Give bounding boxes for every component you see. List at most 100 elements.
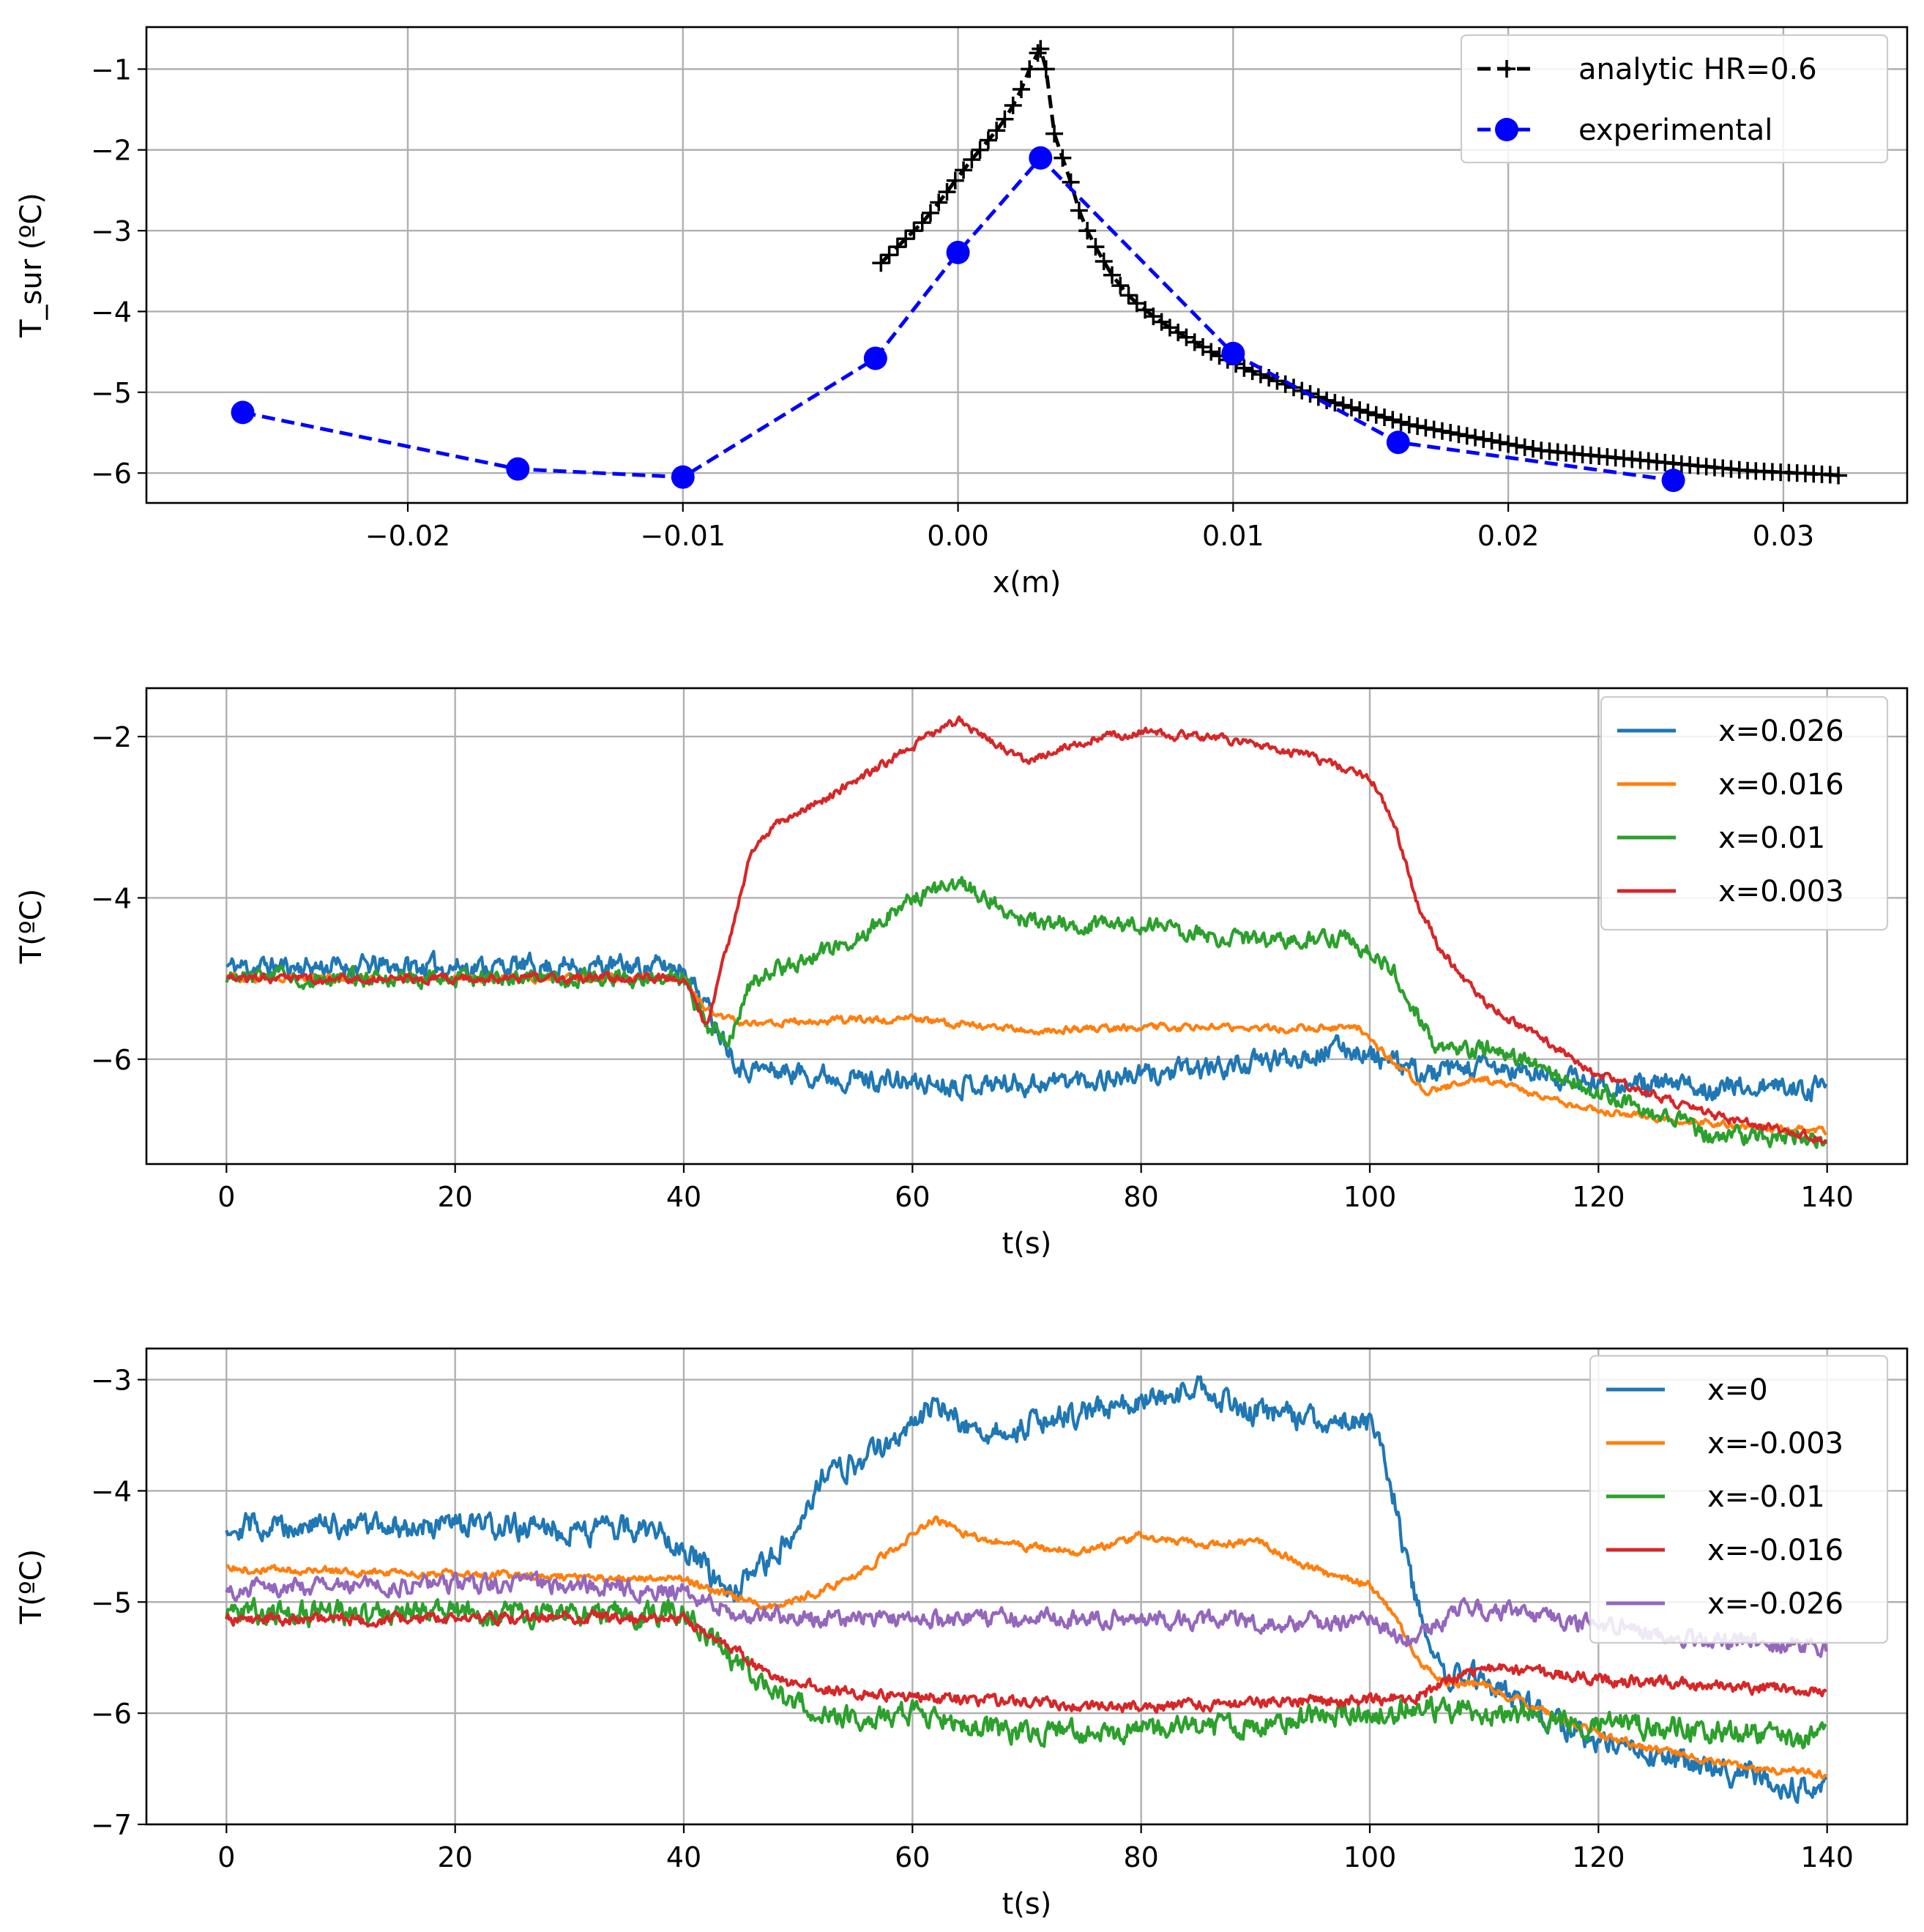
- plus-marker: [1400, 415, 1418, 433]
- plus-marker: [905, 222, 923, 240]
- plus-marker: [988, 122, 1006, 140]
- plus-marker: [1491, 433, 1509, 452]
- circle-marker: [506, 457, 530, 481]
- plus-marker: [1194, 338, 1212, 357]
- plus-marker: [1177, 328, 1196, 346]
- circle-marker: [946, 240, 970, 264]
- series-line-x-0-01: [225, 1597, 1827, 1750]
- plus-marker: [1054, 149, 1072, 167]
- circle-marker: [1386, 430, 1410, 455]
- circle-marker: [1029, 146, 1053, 170]
- x-tick-label: 140: [1800, 1181, 1854, 1213]
- legend-label: x=0.026: [1718, 715, 1844, 748]
- legend-label: x=0.016: [1718, 768, 1844, 802]
- x-axis-label: x(m): [993, 566, 1062, 600]
- x-tick-label: 100: [1343, 1181, 1397, 1213]
- plus-marker: [1111, 277, 1130, 295]
- plus-marker: [1342, 398, 1360, 417]
- plus-marker: [1442, 423, 1460, 441]
- plus-marker: [1004, 97, 1022, 115]
- plus-marker: [1095, 253, 1113, 271]
- y-tick-label: −6: [91, 1044, 132, 1076]
- plus-marker: [1384, 411, 1402, 429]
- legend-label: analytic HR=0.6: [1578, 53, 1817, 86]
- plus-marker: [1359, 403, 1377, 422]
- plus-marker: [1078, 222, 1097, 240]
- plus-marker: [979, 131, 997, 149]
- legend-box: [1460, 34, 1889, 164]
- y-tick-label: −4: [91, 296, 132, 328]
- x-tick-label: 40: [666, 1841, 701, 1873]
- series-line-x-0-026: [225, 950, 1828, 1103]
- legend-label: x=-0.003: [1707, 1427, 1843, 1461]
- x-tick-label: 100: [1343, 1841, 1397, 1873]
- plus-marker: [963, 150, 981, 168]
- y-tick-label: −2: [91, 721, 132, 753]
- chart-panel-2: 0 20 40 60 80 100 120 140 −6 −4 −2 t(s) T(ºC) x=0.026…: [15, 687, 1909, 1261]
- x-axis-label: t(s): [1002, 1887, 1052, 1921]
- plus-marker: [1425, 420, 1443, 439]
- x-tick-label: 0.01: [1202, 520, 1264, 552]
- y-tick-label: −3: [91, 215, 132, 247]
- plus-marker: [971, 141, 989, 159]
- legend-label: x=-0.01: [1707, 1480, 1825, 1514]
- chart-panel-3: 0 20 40 60 80 100 120 140 −7 −6 −5 −4 −3 t(s) T(ºC) x=0…: [15, 1347, 1909, 1921]
- legend-label: x=-0.016: [1707, 1534, 1843, 1567]
- plus-marker: [1185, 333, 1204, 351]
- plus-marker: [872, 254, 890, 272]
- plus-marker: [1417, 419, 1435, 437]
- legend-plus-marker: [1498, 60, 1515, 78]
- y-axis-label: T_sur (ºC): [15, 193, 48, 338]
- plus-marker: [888, 238, 906, 256]
- plus-marker: [1202, 343, 1220, 361]
- x-tick-label: 0.00: [927, 520, 989, 552]
- plot-frame: [145, 1347, 1909, 1826]
- plus-marker: [1409, 417, 1427, 436]
- series-group: [225, 715, 1828, 1149]
- plus-marker: [1507, 436, 1526, 455]
- x-tick-label: 20: [437, 1841, 472, 1873]
- legend-box: [1589, 1354, 1889, 1644]
- series-line-x-0-003: [225, 715, 1828, 1144]
- plus-marker: [1458, 427, 1476, 445]
- circle-marker: [863, 346, 887, 370]
- y-axis-label: T(ºC): [15, 1549, 48, 1625]
- x-tick-label: 80: [1123, 1181, 1158, 1213]
- series-group: [231, 40, 1848, 493]
- y-tick-label: −7: [91, 1809, 132, 1841]
- plus-marker: [1021, 60, 1039, 78]
- series-line-x-0-026: [225, 1570, 1828, 1658]
- legend-label: experimental: [1578, 113, 1772, 147]
- plus-marker: [946, 171, 964, 190]
- plus-marker: [1450, 425, 1468, 444]
- legend-box: [1600, 695, 1889, 931]
- x-tick-label: 120: [1572, 1181, 1625, 1213]
- legend: analytic HR=0.6 experimental: [1460, 34, 1889, 164]
- x-tick-label: 80: [1123, 1841, 1158, 1873]
- plus-marker: [1474, 430, 1493, 448]
- plus-marker: [1433, 422, 1451, 440]
- legend-label: x=0: [1707, 1373, 1768, 1407]
- chart-panel-1: −0.02 −0.01 0.00 0.01 0.02 0.03 −6 −5 −4 −3 −2 −1 x(…: [15, 26, 1909, 600]
- x-tick-label: 120: [1572, 1841, 1625, 1873]
- x-tick-label: 20: [437, 1181, 472, 1213]
- x-tick-label: −0.01: [641, 520, 726, 552]
- plus-marker: [897, 230, 915, 248]
- series-line-experimental: [242, 155, 1674, 482]
- circle-marker: [671, 465, 695, 489]
- x-tick-label: 0: [217, 1181, 235, 1213]
- series-line-x-0-016: [225, 971, 1828, 1136]
- x-tick-label: 40: [666, 1181, 701, 1213]
- x-tick-label: 140: [1800, 1841, 1854, 1873]
- x-tick-label: 0: [217, 1841, 235, 1873]
- plus-marker: [938, 183, 956, 201]
- plus-marker: [1293, 381, 1311, 400]
- y-tick-label: −4: [91, 1475, 132, 1507]
- plus-marker: [1045, 124, 1064, 143]
- plus-marker: [996, 110, 1014, 128]
- plus-marker: [1029, 44, 1047, 62]
- plus-marker: [1499, 435, 1518, 453]
- circle-marker: [1661, 469, 1685, 493]
- y-axis-label: T(ºC): [15, 889, 48, 964]
- y-tick-label: −6: [91, 458, 132, 490]
